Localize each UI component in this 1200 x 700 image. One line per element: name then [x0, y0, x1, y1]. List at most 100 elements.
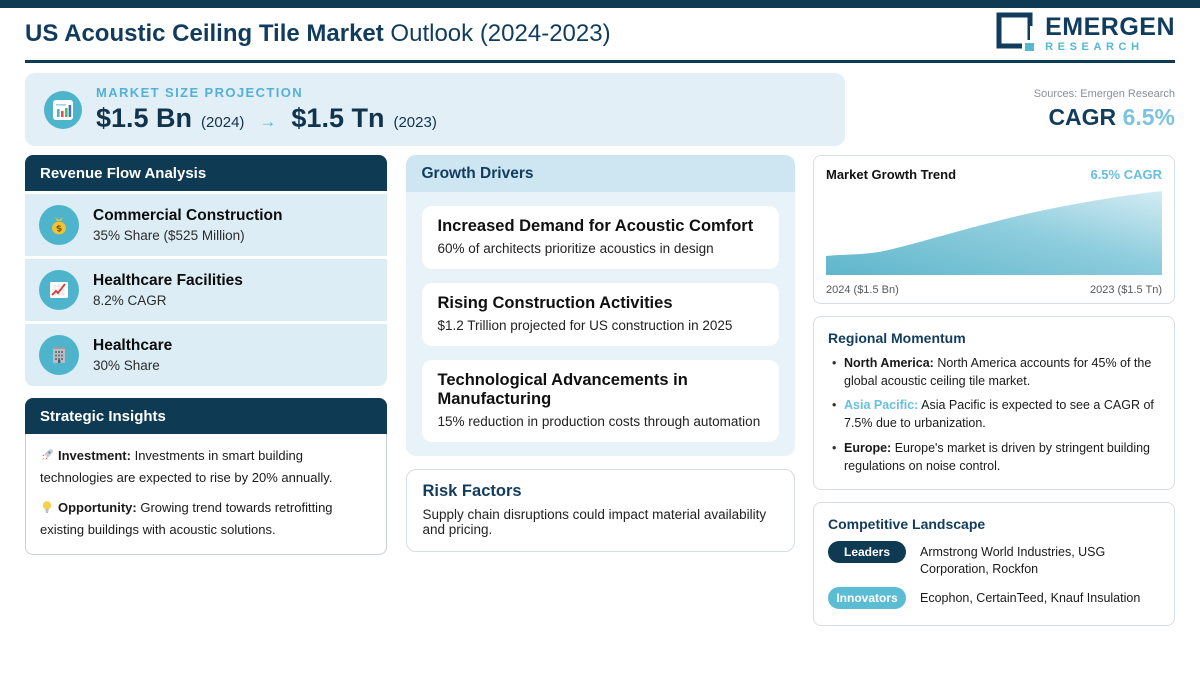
insight-item: Investment: Investments in smart buildin…	[40, 446, 372, 488]
regional-momentum-card: Regional Momentum North America: North A…	[813, 316, 1175, 490]
region-name: Europe:	[844, 440, 892, 455]
innovators-badge: Innovators	[828, 586, 906, 609]
revenue-flow-row-text: Healthcare Facilities 8.2% CAGR	[93, 272, 243, 308]
leaders-badge: Leaders	[828, 540, 906, 563]
trend-title: Market Growth Trend	[826, 167, 957, 182]
page-title-main: US Acoustic Ceiling Tile Market	[25, 20, 384, 47]
driver-title: Increased Demand for Acoustic Comfort	[437, 217, 754, 235]
risk-factors-card: Risk Factors Supply chain disruptions co…	[405, 468, 795, 552]
driver-stat: 60% of architects prioritize acoustics i…	[437, 240, 714, 256]
competitive-row: Innovators Ecophon, CertainTeed, Knauf I…	[828, 586, 1160, 609]
bar-chart-icon	[44, 90, 82, 129]
trend-cagr-badge: 6.5% CAGR	[1090, 167, 1162, 182]
hero-right: Sources: Emergen Research CAGR 6.5%	[1034, 88, 1175, 131]
growth-driver-card: Increased Demand for Acoustic Comfort 60…	[421, 206, 779, 269]
region-bullet: Asia Pacific: Asia Pacific is expected t…	[828, 396, 1160, 432]
segment-title: Healthcare Facilities	[93, 272, 243, 289]
leaders-companies: Armstrong World Industries, USG Corporat…	[920, 544, 1106, 576]
segment-title: Commercial Construction	[93, 207, 283, 224]
cagr-line: CAGR 6.5%	[1034, 104, 1175, 131]
top-accent-bar	[0, 0, 1200, 8]
region-text: North America accounts for 45% of the gl…	[844, 356, 1152, 389]
cagr-value: 6.5%	[1122, 104, 1175, 130]
market-size-label: MARKET SIZE PROJECTION	[96, 85, 304, 100]
driver-stat: 15% reduction in production costs throug…	[437, 413, 761, 429]
office-building-icon	[39, 335, 79, 375]
region-text: Asia Pacific is expected to see a CAGR o…	[844, 398, 1154, 431]
strategic-insights-panel: Strategic Insights Investment: Investmen	[25, 398, 387, 555]
segment-stat: 8.2% CAGR	[93, 293, 167, 308]
segment-stat: 35% Share ($525 Million)	[93, 228, 245, 243]
insight-lead: Investment:	[58, 448, 131, 463]
trend-card-header: Market Growth Trend 6.5% CAGR	[826, 167, 1162, 182]
revenue-flow-row-text: Commercial Construction 35% Share ($525 …	[93, 207, 282, 243]
regional-bullet-list: North America: North America accounts fo…	[828, 354, 1160, 475]
left-column: Revenue Flow Analysis $ Commercial Const…	[25, 155, 387, 626]
value-start: $1.5 Bn	[96, 103, 193, 133]
innovators-companies: Ecophon, CertainTeed, Knauf Insulation	[920, 590, 1141, 605]
driver-title: Rising Construction Activities	[437, 293, 673, 312]
page-title: US Acoustic Ceiling Tile Market Outlook …	[25, 20, 611, 48]
area-chart	[826, 190, 1162, 280]
driver-title: Technological Advancements in Manufactur…	[437, 370, 688, 408]
growth-drivers-header: Growth Drivers	[405, 155, 795, 192]
strategic-insights-body: Investment: Investments in smart buildin…	[25, 434, 387, 555]
market-size-text: MARKET SIZE PROJECTION $1.5 Bn (2024) → …	[96, 85, 437, 134]
revenue-flow-row-text: Healthcare 30% Share	[93, 337, 172, 373]
logo-text: EMERGEN RESEARCH	[1045, 15, 1175, 53]
middle-column: Growth Drivers Increased Demand for Acou…	[405, 155, 795, 626]
trend-start-label: 2024 ($1.5 Bn)	[826, 284, 899, 296]
region-name: Asia Pacific:	[844, 398, 919, 413]
growth-drivers-panel: Growth Drivers Increased Demand for Acou…	[405, 155, 795, 456]
main-columns: Revenue Flow Analysis $ Commercial Const…	[25, 155, 1175, 626]
regional-momentum-title: Regional Momentum	[828, 330, 966, 346]
page-title-sub: Outlook (2024-2023)	[383, 20, 611, 47]
lightbulb-icon	[40, 500, 54, 520]
insight-lead: Opportunity:	[58, 500, 137, 516]
competitive-landscape-title: Competitive Landscape	[828, 515, 986, 532]
arrow-right-icon: →	[259, 112, 277, 131]
rocket-icon	[40, 448, 54, 468]
year-end: (2023)	[393, 114, 437, 131]
cagr-label: CAGR	[1048, 104, 1117, 130]
competitive-row: Leaders Armstrong World Industries, USG …	[828, 540, 1160, 578]
revenue-flow-header: Revenue Flow Analysis	[25, 155, 387, 191]
driver-stat: $1.2 Trillion projected for US construct…	[437, 317, 733, 333]
competitive-landscape-card: Competitive Landscape Leaders Armstrong …	[813, 501, 1175, 626]
insight-item: Opportunity: Growing trend towards retro…	[40, 498, 372, 540]
svg-text:$: $	[56, 223, 63, 234]
market-size-values: $1.5 Bn (2024) → $1.5 Tn (2023)	[96, 103, 437, 134]
market-size-banner: MARKET SIZE PROJECTION $1.5 Bn (2024) → …	[25, 73, 845, 146]
year-start: (2024)	[201, 114, 245, 131]
logo-mark-icon	[996, 12, 1037, 57]
logo-wordmark: EMERGEN	[1045, 13, 1175, 41]
revenue-flow-panel: Revenue Flow Analysis $ Commercial Const…	[25, 155, 387, 386]
logo-subtitle: RESEARCH	[1045, 41, 1144, 53]
revenue-flow-row: Healthcare 30% Share	[25, 324, 387, 386]
trend-end-label: 2023 ($1.5 Tn)	[1090, 284, 1162, 296]
revenue-flow-row: $ Commercial Construction 35% Share ($52…	[25, 194, 387, 256]
trend-axis-labels: 2024 ($1.5 Bn) 2023 ($1.5 Tn)	[826, 284, 1162, 296]
market-growth-trend-card: Market Growth Trend 6.5% CAGR	[813, 155, 1175, 304]
segment-stat: 30% Share	[93, 358, 160, 373]
page-header: US Acoustic Ceiling Tile Market Outlook …	[25, 8, 1175, 60]
sources-note: Sources: Emergen Research	[1033, 88, 1175, 100]
right-column: Market Growth Trend 6.5% CAGR	[813, 155, 1175, 626]
region-text: Europe's market is driven by stringent b…	[844, 440, 1150, 473]
growth-driver-card: Technological Advancements in Manufactur…	[421, 359, 779, 442]
header-divider	[25, 60, 1175, 63]
value-end: $1.5 Tn	[291, 103, 385, 133]
revenue-flow-row: Healthcare Facilities 8.2% CAGR	[25, 259, 387, 321]
insight-text: Investments in smart building technologi…	[40, 448, 333, 486]
emergen-research-logo: EMERGEN RESEARCH	[996, 12, 1175, 57]
growth-driver-card: Rising Construction Activities $1.2 Tril…	[421, 282, 779, 346]
strategic-insights-header: Strategic Insights	[25, 398, 387, 434]
money-bag-icon: $	[39, 205, 79, 245]
region-bullet: Europe: Europe's market is driven by str…	[828, 439, 1160, 475]
chart-increasing-icon	[39, 270, 79, 310]
segment-title: Healthcare	[93, 337, 173, 354]
risk-factors-text: Supply chain disruptions could impact ma…	[422, 506, 767, 537]
hero-row: MARKET SIZE PROJECTION $1.5 Bn (2024) → …	[25, 73, 1175, 146]
region-name: North America:	[844, 356, 934, 370]
risk-factors-title: Risk Factors	[422, 481, 522, 500]
